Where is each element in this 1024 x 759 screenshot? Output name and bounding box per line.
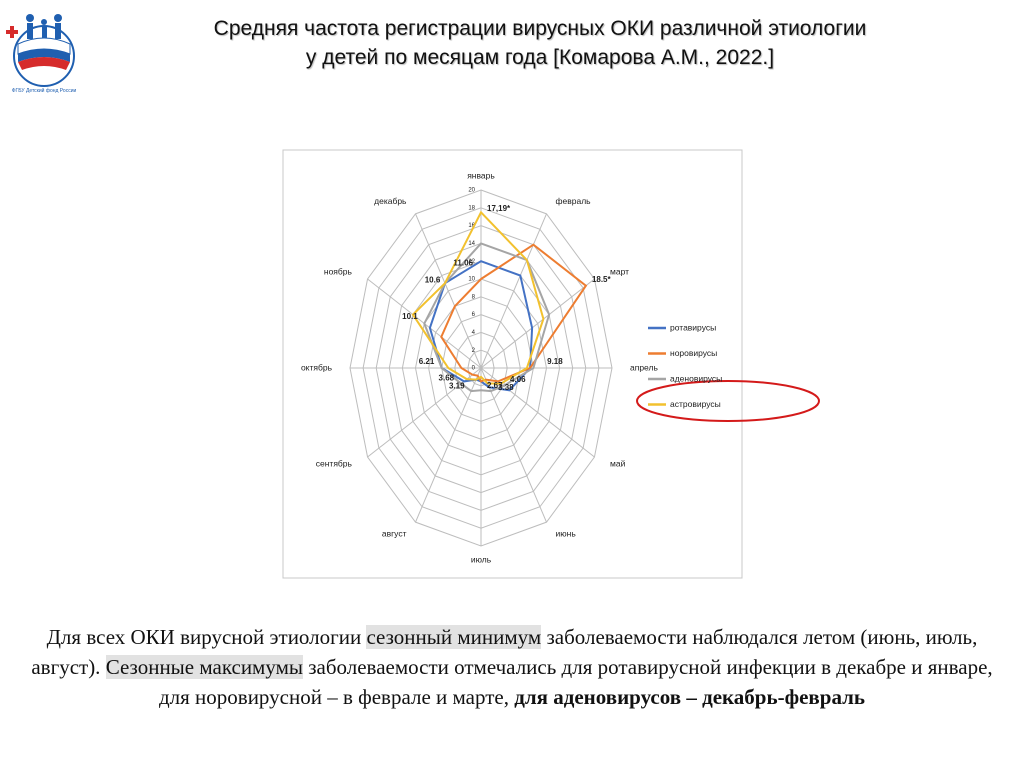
title-text: у детей по месяцам года: [305, 46, 548, 69]
title-reference: [Комарова А.М., 2022.]: [553, 46, 775, 69]
r-tick-label: 12: [468, 259, 475, 265]
logo-caption: ФГБУ Детский фонд России: [12, 87, 77, 94]
category-label: сентябрь: [316, 458, 353, 468]
category-label: апрель: [630, 362, 658, 372]
annotation: 9.18: [547, 357, 563, 366]
category-label: декабрь: [374, 196, 407, 206]
spoke: [367, 367, 482, 458]
legend-label: аденовирусы: [670, 373, 722, 383]
category-label: июль: [471, 554, 492, 564]
legend-label: астровирусы: [670, 399, 721, 409]
summary: Для всех ОКИ вирусной этиологии сезонный…: [15, 622, 1009, 712]
r-tick-label: 20: [468, 188, 475, 194]
category-label: февраль: [556, 196, 592, 206]
r-tick-label: 0: [472, 366, 476, 372]
summary-bold: для аденовирусов – декабрь-февраль: [514, 685, 866, 709]
summary-plain: Для всех ОКИ вирусной этиологии: [46, 625, 367, 649]
spoke: [415, 367, 482, 523]
annotation: 2.67: [487, 381, 503, 390]
category-label: октябрь: [301, 362, 333, 372]
spoke: [480, 367, 547, 523]
annotation: 6.21: [419, 357, 435, 366]
r-tick-label: 8: [472, 294, 476, 300]
spoke: [480, 213, 547, 369]
summary-highlight: Сезонные максимумы: [105, 655, 303, 679]
category-label: январь: [467, 170, 495, 180]
annotation: 3.68: [439, 373, 455, 382]
series-line: [423, 242, 551, 393]
legend-label: ротавирусы: [670, 322, 716, 332]
title-line: Средняя частота регистрации вирусных ОКИ…: [213, 17, 867, 40]
r-tick-label: 14: [468, 241, 475, 247]
title: Средняя частота регистрации вирусных ОКИ…: [110, 14, 970, 72]
r-tick-label: 2: [472, 348, 476, 354]
r-tick-label: 6: [472, 312, 476, 318]
annotation: 3.38: [498, 383, 514, 392]
spoke: [415, 213, 482, 369]
series-line: [440, 243, 588, 383]
category-label: июнь: [556, 529, 577, 539]
category-label: май: [610, 458, 626, 468]
annotation: 11.06: [453, 259, 473, 268]
category-label: ноябрь: [324, 266, 353, 276]
r-tick-label: 10: [468, 277, 475, 283]
category-label: август: [382, 529, 407, 539]
highlight-ellipse: [636, 380, 820, 422]
logo: ФГБУ Детский фонд России: [6, 14, 77, 94]
category-label: март: [610, 266, 629, 276]
summary-plain: заболеваемости наблюдался летом (июнь, и…: [31, 625, 978, 679]
title-line: у детей по месяцам года [Комарова А.М., …: [110, 43, 970, 72]
series-line: [411, 210, 545, 385]
chart-frame: [282, 149, 743, 579]
r-tick-label: 18: [468, 205, 475, 211]
annotation: 3.19: [449, 382, 465, 391]
chart: 0 2 4 6 8 10 12 14 16 18 20 январь февраль март апрель…: [282, 149, 820, 579]
annotation: 10.6: [425, 275, 441, 284]
spoke: [480, 278, 595, 369]
r-tick-label: 4: [472, 330, 476, 336]
annotation: 18.5*: [592, 275, 612, 284]
summary-plain: заболеваемости отмечались для ротавирусн…: [158, 655, 993, 709]
summary-highlight: сезонный минимум: [366, 625, 542, 649]
annotation: 10.1: [402, 312, 418, 321]
annotation: 17,19*: [487, 204, 511, 213]
r-tick-label: 16: [468, 223, 475, 229]
legend-label: норовирусы: [670, 348, 717, 358]
annotation: 4.06: [510, 375, 526, 384]
